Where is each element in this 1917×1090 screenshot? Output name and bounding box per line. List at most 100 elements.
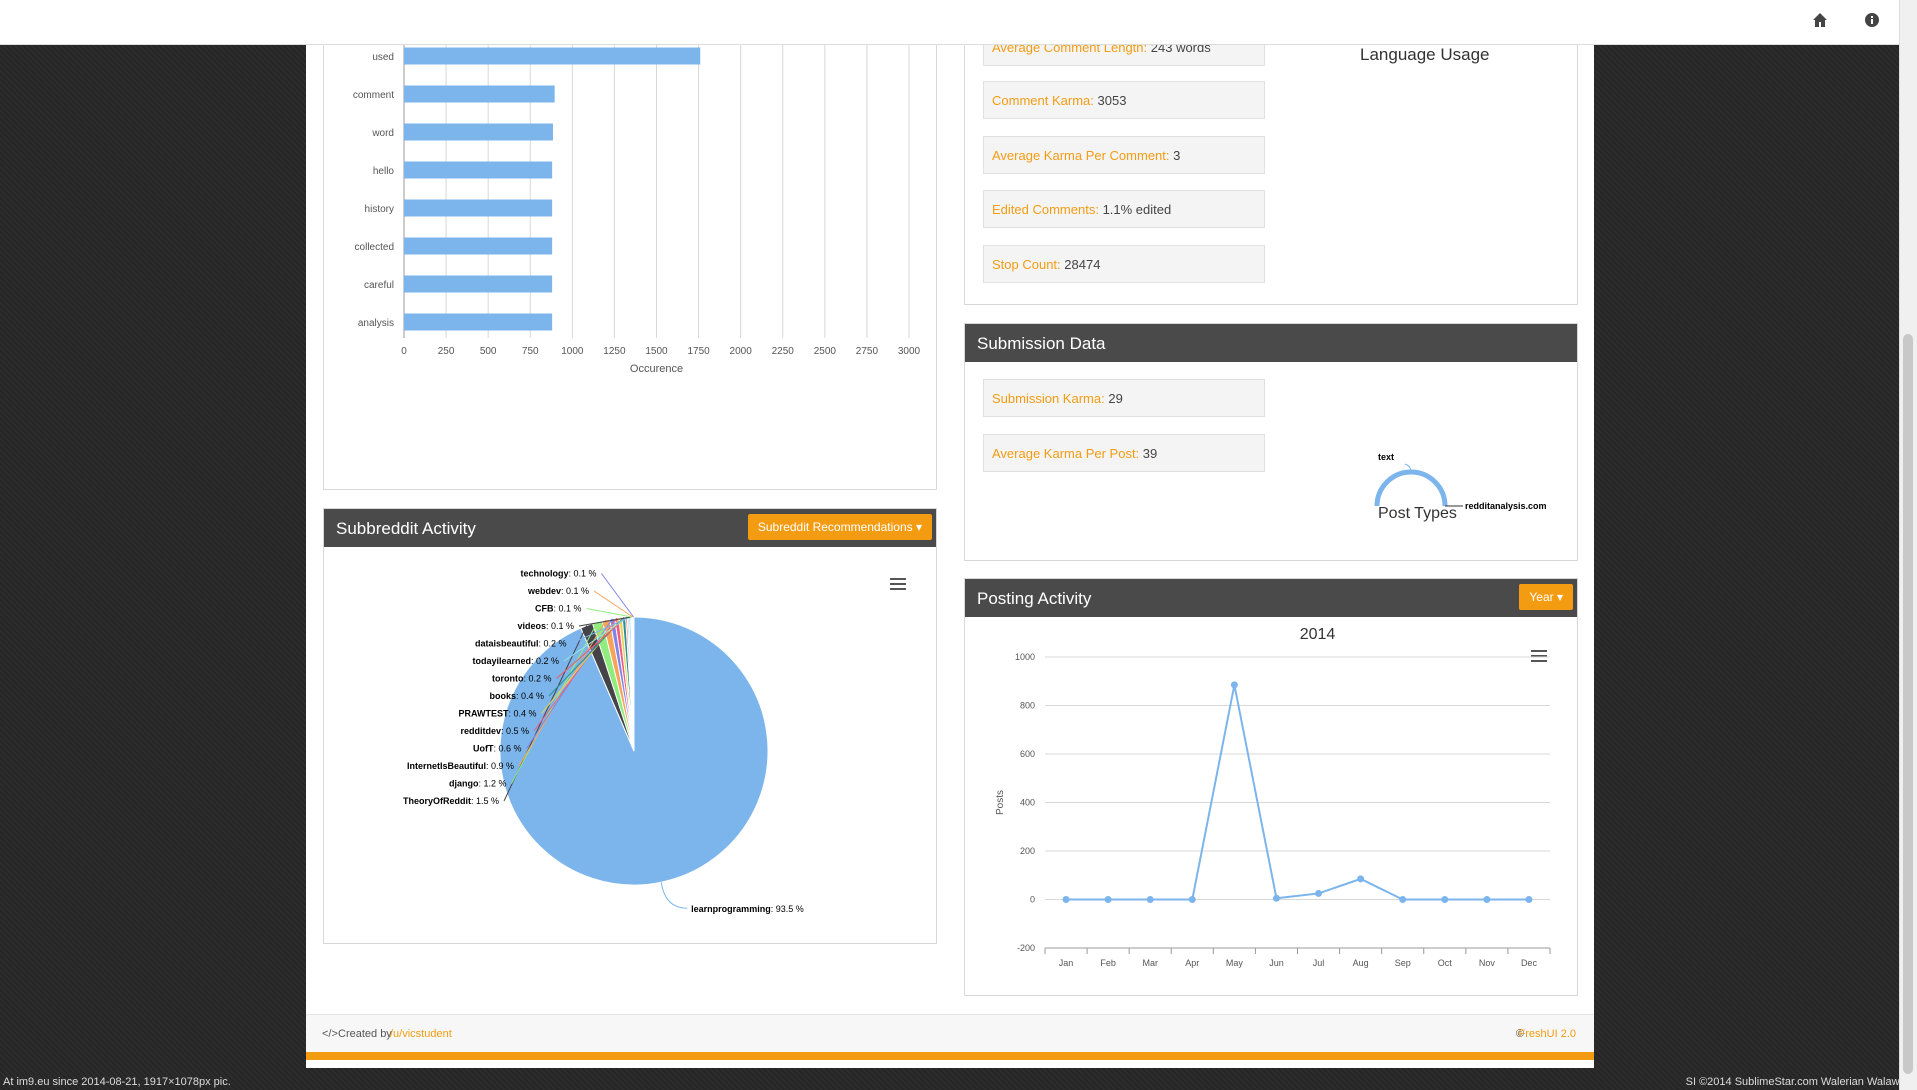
- post-types-arc: [1374, 469, 1448, 507]
- bar: [404, 161, 553, 179]
- posting-activity-panel: Posting Activity Year ▾ 2014 1000 800 600 40…: [964, 578, 1578, 996]
- footer-author-link[interactable]: /u/vicstudent: [390, 1028, 452, 1040]
- slice-label: TheoryOfReddit: 1.5 %: [403, 796, 499, 806]
- label-connector: [533, 617, 618, 732]
- category-label: history: [365, 204, 394, 215]
- bar: [404, 199, 553, 217]
- category-label: hello: [373, 166, 395, 177]
- x-tick-label: 1750: [687, 346, 710, 357]
- slice-label: UofT: 0.6 %: [473, 744, 522, 754]
- hamburger-menu-icon[interactable]: [1531, 649, 1547, 668]
- button-label: Subreddit Recommendations: [757, 520, 913, 534]
- stat-label: Comment Karma:: [992, 93, 1094, 108]
- footer-brand-link[interactable]: FreshUI 2.0: [1518, 1028, 1576, 1040]
- label-connector: [593, 590, 634, 618]
- caret-down-icon: ▾: [1556, 590, 1563, 604]
- stat-avg-karma-per-comment: Average Karma Per Comment: 3: [983, 136, 1265, 174]
- button-label: Year: [1529, 590, 1554, 604]
- stat-label: Submission Karma:: [992, 391, 1105, 406]
- language-usage-title: Language Usage: [1360, 45, 1490, 64]
- x-tick-label: May: [1226, 958, 1244, 968]
- subreddit-pie-chart: learnprogramming: 93.5 % TheoryOfReddit: …: [403, 569, 804, 915]
- footer-copyright: ©: [1515, 1028, 1524, 1040]
- bar: [404, 275, 553, 293]
- y-tick-label: 0: [1030, 895, 1035, 905]
- y-tick-label: 1000: [1015, 652, 1035, 662]
- slice-label: toronto: 0.2 %: [492, 674, 552, 684]
- status-left: At im9.eu since 2014-08-21, 1917×1078px …: [3, 1076, 231, 1088]
- home-icon[interactable]: [1810, 12, 1830, 32]
- stat-value: 3053: [1097, 93, 1127, 108]
- slice-label: django: 1.2 %: [449, 779, 507, 789]
- bar: [404, 313, 553, 331]
- label-connector: [526, 618, 613, 749]
- footer-accent-bar: [306, 1052, 1594, 1060]
- stat-comment-karma: Comment Karma: 3053: [983, 81, 1265, 119]
- slice-label: redditdev: 0.5 %: [460, 726, 529, 736]
- chart-title: 2014: [1300, 626, 1336, 643]
- slice-label: webdev: 0.1 %: [527, 586, 589, 596]
- stat-edited-comments: Edited Comments: 1.1% edited: [983, 190, 1265, 228]
- x-tick-label: 2500: [814, 346, 837, 357]
- x-tick-label: Jan: [1059, 958, 1074, 968]
- data-point: [1399, 896, 1407, 903]
- posting-line-chart: 2014 1000 800 600 400 200 0 -200 Jan Feb Mar Apr May…: [995, 626, 1551, 968]
- scrollbar-thumb[interactable]: [1903, 334, 1913, 1074]
- info-icon[interactable]: [1862, 12, 1882, 32]
- data-point: [1188, 896, 1196, 903]
- slice-label: todayilearned: 0.2 %: [472, 656, 559, 666]
- stat-label: Stop Count:: [992, 257, 1061, 272]
- x-tick-label: Oct: [1438, 958, 1453, 968]
- x-tick-label: Jun: [1269, 958, 1284, 968]
- category-label: comment: [353, 90, 394, 101]
- post-types-title: Post Types: [1378, 505, 1457, 522]
- code-icon: </>: [322, 1028, 338, 1040]
- subreddit-recommendations-button[interactable]: Subreddit Recommendations ▾: [747, 514, 932, 540]
- y-tick-label: -200: [1017, 943, 1035, 953]
- x-tick-label: 2250: [772, 346, 795, 357]
- bar: [404, 47, 701, 65]
- stat-value: 29: [1108, 391, 1123, 406]
- stat-label: Average Karma Per Post:: [992, 446, 1140, 461]
- subreddit-activity-panel: Subbreddit Activity Subreddit Recommenda…: [323, 508, 937, 944]
- category-label: collected: [355, 242, 394, 253]
- stat-value: 3: [1173, 148, 1181, 163]
- category-label: used: [372, 52, 394, 63]
- scrollbar[interactable]: [1899, 0, 1917, 1090]
- post-type-label-text: text: [1378, 452, 1394, 462]
- post-type-label-link: redditanalysis.com: [1465, 501, 1547, 511]
- x-tick-label: 250: [438, 346, 455, 357]
- x-tick-label: 2000: [730, 346, 753, 357]
- hamburger-menu-icon[interactable]: [890, 577, 906, 596]
- label-connector: [660, 882, 688, 909]
- x-tick-label: 2750: [856, 346, 879, 357]
- label-connector: [601, 573, 634, 618]
- x-tick-label: 500: [480, 346, 497, 357]
- x-tick-label: Sep: [1395, 958, 1411, 968]
- x-tick-label: Dec: [1521, 958, 1538, 968]
- label-connector: [586, 608, 632, 618]
- label-connector: [556, 616, 627, 679]
- x-tick-label: 1250: [603, 346, 626, 357]
- footer-created-by: Created by: [338, 1028, 392, 1040]
- panel-title: Submission Data: [977, 334, 1106, 353]
- x-tick-label: 1500: [645, 346, 668, 357]
- year-dropdown-button[interactable]: Year ▾: [1519, 584, 1573, 610]
- stat-stop-count: Stop Count: 28474: [983, 245, 1265, 283]
- y-axis-label: Posts: [995, 790, 1006, 815]
- stat-label: Average Karma Per Comment:: [992, 148, 1170, 163]
- label-connector: [571, 616, 630, 644]
- y-tick-label: 800: [1020, 701, 1035, 711]
- footer: </> Created by /u/vicstudent © FreshUI 2…: [306, 1014, 1594, 1053]
- top-navbar: [0, 0, 1900, 45]
- stat-avg-karma-per-post: Average Karma Per Post: 39: [983, 434, 1265, 472]
- series-line: [1066, 684, 1529, 901]
- y-tick-label: 400: [1020, 798, 1035, 808]
- category-label: analysis: [358, 318, 394, 329]
- stat-label: Edited Comments:: [992, 202, 1099, 217]
- main-container: 0 250 500 750 1000 1250 1500 1750 2000 2250 2500 27…: [306, 0, 1594, 1068]
- x-tick-label: 750: [522, 346, 539, 357]
- category-label: word: [371, 128, 394, 139]
- data-point: [1441, 896, 1449, 903]
- comment-data-panel: Average Comment Length: 243 words Commen…: [964, 0, 1578, 305]
